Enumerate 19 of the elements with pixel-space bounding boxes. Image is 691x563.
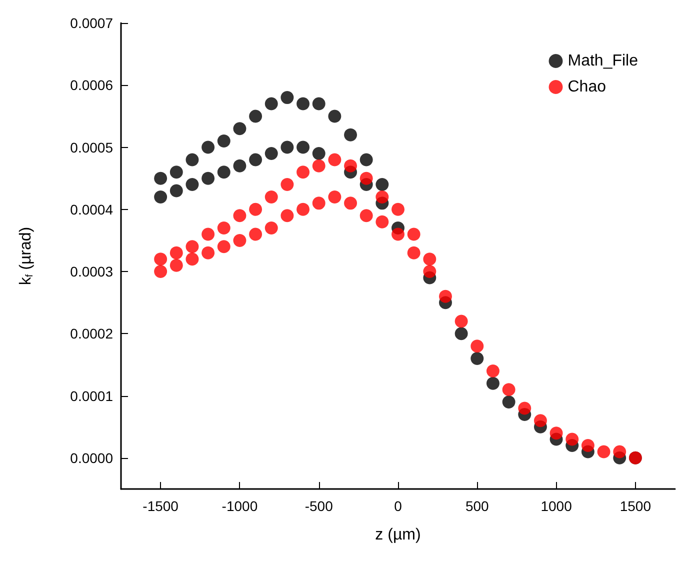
y-tick-label: 0.0001 bbox=[70, 388, 114, 404]
x-tick-label: 1500 bbox=[620, 498, 652, 514]
x-tick-label: -500 bbox=[304, 498, 334, 514]
y-axis-title: kf (µrad) bbox=[18, 226, 36, 286]
x-tick-label: 1000 bbox=[540, 498, 572, 514]
y-tick-label: 0.0006 bbox=[70, 77, 114, 94]
x-tick-label: 500 bbox=[465, 498, 490, 514]
x-tick-label: -1000 bbox=[222, 498, 258, 514]
legend-label: Chao bbox=[568, 78, 606, 96]
y-tick-label: 0.0004 bbox=[70, 201, 114, 218]
y-tick-label: 0.0002 bbox=[70, 326, 114, 342]
x-axis-title: z (µm) bbox=[375, 526, 421, 544]
y-tick-label: 0.0005 bbox=[70, 139, 114, 156]
y-tick-label: 0.0000 bbox=[70, 450, 114, 466]
x-tick-label: 0 bbox=[394, 498, 402, 514]
legend-label: Math_File bbox=[568, 52, 638, 70]
x-tick-label: -1500 bbox=[142, 498, 179, 514]
y-tick-label: 0.0007 bbox=[70, 15, 114, 31]
y-tick-label: 0.0003 bbox=[70, 264, 114, 280]
